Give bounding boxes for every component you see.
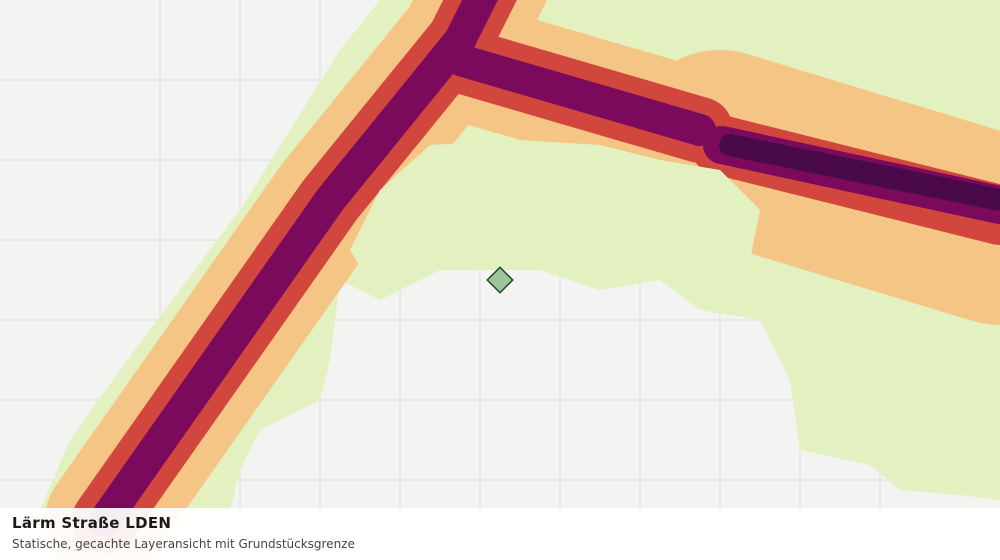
layer-subtitle: Statische, gecachte Layeransicht mit Gru… — [12, 537, 355, 551]
layer-title: Lärm Straße LDEN — [12, 514, 172, 532]
noise-roads — [45, 0, 1000, 560]
info-panel: Lärm Straße LDEN Statische, gecachte Lay… — [0, 508, 1000, 560]
noise-low-inner — [350, 140, 760, 300]
parcel-boundary[interactable] — [486, 266, 514, 294]
